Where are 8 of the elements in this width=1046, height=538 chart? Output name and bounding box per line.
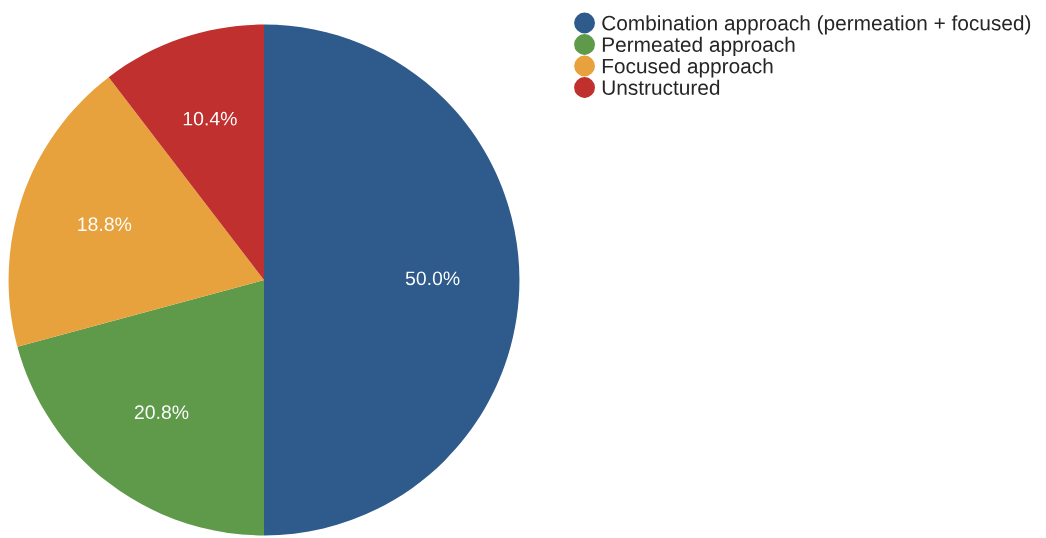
legend-label: Permeated approach <box>602 36 795 57</box>
data-label: 50.0% <box>405 271 460 286</box>
data-label: 18.8% <box>78 217 132 232</box>
data-label: 10.4% <box>183 111 237 126</box>
legend-label: Combination approach (permeation + focused) <box>602 15 1031 35</box>
legend-label: Unstructured <box>602 79 720 95</box>
legend-label: Focused approach <box>602 58 773 78</box>
data-label: 20.8% <box>134 405 189 420</box>
